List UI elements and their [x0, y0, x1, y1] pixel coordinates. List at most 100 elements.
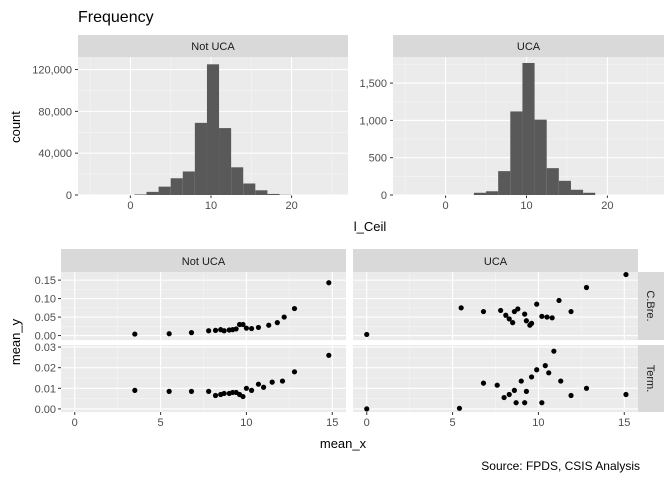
data-point — [212, 392, 219, 399]
histogram-bar — [231, 167, 244, 195]
data-point — [556, 297, 562, 304]
data-point — [269, 379, 275, 385]
scatter-panel — [353, 271, 638, 340]
x-tick-label: 10 — [520, 200, 532, 212]
data-point — [188, 330, 195, 336]
y-tick-label: 500 — [369, 153, 387, 165]
data-point — [274, 320, 280, 326]
y-tick-label: 40,000 — [38, 148, 72, 160]
data-point — [248, 387, 255, 393]
data-point — [503, 312, 509, 318]
histogram-bar — [510, 111, 523, 195]
y-tick-label: 120,000 — [32, 65, 72, 77]
data-point — [511, 387, 517, 393]
x-tick-label: 20 — [601, 200, 613, 212]
data-point — [281, 314, 287, 320]
source-note: Source: FPDS, CSIS Analysis — [481, 459, 640, 473]
data-point — [518, 378, 524, 384]
data-point — [206, 328, 212, 334]
facet-label: C.Bre. — [644, 290, 656, 321]
facet-label: Not UCA — [191, 41, 235, 53]
y-tick-label: 80,000 — [38, 106, 72, 118]
y-tick-label: 0.03 — [35, 342, 56, 354]
data-point — [248, 325, 255, 332]
histogram-bar — [522, 62, 535, 196]
chart-title: Frequency — [78, 9, 154, 26]
data-point — [515, 306, 521, 312]
histogram-bar — [255, 190, 268, 195]
data-point — [291, 369, 298, 375]
data-point — [206, 388, 212, 394]
histogram-bar — [546, 168, 559, 195]
data-point — [546, 370, 552, 376]
x-tick-label: 10 — [532, 417, 544, 429]
x-tick-label: 0 — [127, 200, 133, 212]
scatter-panels: Not UCA UCA C.Bre. Term. 0.00 0.05 0.10 0.15 0.0… — [8, 249, 664, 451]
facet-label: Not UCA — [182, 256, 226, 268]
y-tick-label: 1,500 — [359, 78, 387, 90]
facet-strip — [78, 35, 348, 57]
histogram-bar — [158, 186, 171, 195]
y-tick-label: 0.02 — [35, 363, 56, 375]
y-tick-label: 0.00 — [35, 404, 56, 416]
data-point — [240, 321, 246, 328]
data-point — [132, 331, 138, 337]
data-point — [260, 384, 267, 390]
facet-label: UCA — [484, 256, 508, 268]
data-point — [623, 391, 629, 398]
histogram-bar — [558, 180, 571, 195]
x-axis-title: mean_x — [320, 436, 367, 451]
histogram-bar — [486, 191, 499, 195]
data-point — [568, 392, 574, 399]
y-tick-label: 0 — [381, 190, 387, 202]
data-point — [522, 400, 528, 406]
histogram-bar — [534, 119, 547, 195]
histogram-bar — [194, 122, 207, 195]
histogram-bar — [267, 193, 280, 195]
data-point — [506, 316, 512, 322]
scatter-panel — [61, 345, 346, 412]
histogram-bar — [570, 189, 584, 195]
data-point — [501, 394, 507, 401]
histogram-bar — [146, 191, 159, 195]
data-point — [480, 380, 487, 386]
data-point — [568, 308, 574, 315]
histogram-bar — [473, 192, 487, 195]
scatter-panel — [61, 272, 346, 340]
y-axis-title: mean_y — [8, 318, 23, 365]
x-tick-label: 15 — [326, 417, 338, 429]
y-tick-label: 0.10 — [35, 294, 56, 306]
data-point — [523, 318, 530, 324]
data-point — [523, 388, 530, 394]
data-point — [243, 385, 250, 391]
x-tick-label: 5 — [450, 417, 456, 429]
data-point — [266, 322, 272, 328]
data-point — [549, 315, 555, 321]
data-point — [326, 280, 332, 286]
data-point — [534, 301, 540, 307]
data-point — [364, 406, 370, 412]
data-point — [255, 381, 262, 387]
y-tick-label: 0.05 — [35, 312, 56, 324]
data-point — [221, 328, 227, 334]
data-point — [364, 331, 370, 338]
data-point — [233, 326, 239, 332]
histogram-panels: Not UCA 0 10 20 0 40,000 80,000 120,000 UCA 0 10 20… — [8, 35, 664, 234]
data-point — [221, 390, 227, 397]
data-point — [243, 325, 250, 331]
x-tick-label: 0 — [364, 417, 370, 429]
x-tick-label: 5 — [158, 417, 164, 429]
facet-strip — [353, 249, 638, 272]
data-point — [558, 378, 564, 384]
data-point — [458, 305, 464, 311]
histogram-bar — [170, 178, 183, 195]
data-point — [506, 391, 512, 398]
x-tick-label: 20 — [285, 200, 297, 212]
data-point — [542, 363, 548, 369]
data-point — [551, 348, 557, 354]
data-point — [544, 314, 550, 320]
facet-strip — [638, 272, 664, 340]
histogram-bar — [219, 128, 232, 195]
histogram-bar — [583, 192, 596, 195]
